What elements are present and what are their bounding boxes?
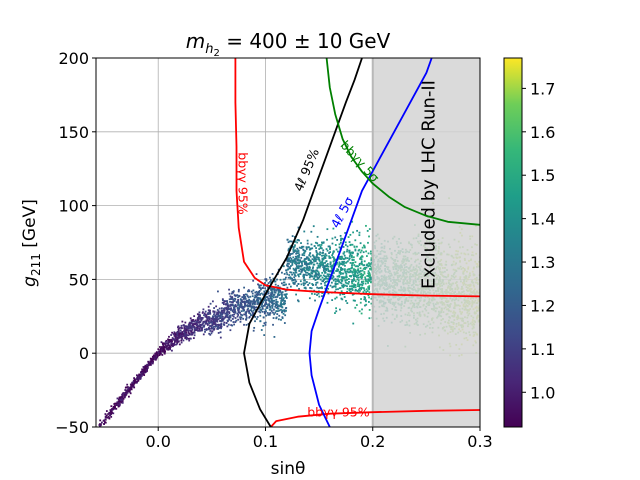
colorbar-tick-label: 1.6 xyxy=(530,123,555,142)
excluded-region-rect xyxy=(372,58,480,427)
contour-label: 4ℓ 95% xyxy=(291,146,322,193)
contour-label: bbγγ 95% xyxy=(307,405,370,420)
x-tick-label: 0.0 xyxy=(145,432,170,451)
contour-label: bbγγ 95% xyxy=(236,152,251,215)
y-tick-label: 200 xyxy=(58,49,89,68)
y-tick-label: −50 xyxy=(55,418,89,437)
colorbar-tick-label: 1.3 xyxy=(530,253,555,272)
x-tick-label: 0.2 xyxy=(360,432,385,451)
colorbar-tick-label: 1.0 xyxy=(530,383,555,402)
x-axis-label: sinθ xyxy=(271,459,306,479)
y-axis-label: g211 [GeV] xyxy=(20,199,43,287)
colorbar-tick-label: 1.1 xyxy=(530,340,555,359)
contour-lines xyxy=(234,58,480,427)
x-tick-label: 0.3 xyxy=(467,432,492,451)
colorbar-tick-label: 1.5 xyxy=(530,166,555,185)
colorbar-tick-label: 1.2 xyxy=(530,296,555,315)
excluded-region: Excluded by LHC Run-II xyxy=(371,58,480,427)
contour-blue-4l-5sigma xyxy=(308,58,433,427)
y-tick-label: 50 xyxy=(69,270,89,289)
excluded-region-label: Excluded by LHC Run-II xyxy=(418,80,439,289)
contour-red-lower xyxy=(270,409,480,427)
y-tick-label: 150 xyxy=(58,123,89,142)
x-tick-label: 0.1 xyxy=(253,432,278,451)
contour-label: 4ℓ 5σ xyxy=(328,194,357,230)
plot-frame xyxy=(95,57,481,428)
colorbar xyxy=(503,57,523,428)
contour-black-4l-95 xyxy=(243,58,363,427)
x-axis-ticks: 0.0 0.1 0.2 0.3 xyxy=(145,427,493,451)
colorbar-tick-label: 1.4 xyxy=(530,210,555,229)
chart-title: mh2 = 400 ± 10 GeV xyxy=(186,29,391,59)
colorbar-ticks: 1.0 1.1 1.2 1.3 1.4 1.5 1.6 1.7 xyxy=(522,79,555,402)
colorbar-tick-label: 1.7 xyxy=(530,79,555,98)
y-tick-label: 100 xyxy=(58,197,89,216)
y-axis-ticks: −50 0 50 100 150 200 xyxy=(55,49,96,437)
contour-red-upper xyxy=(234,58,480,298)
contour-green-bbyy-5sigma xyxy=(325,58,480,226)
y-tick-label: 0 xyxy=(79,344,89,363)
